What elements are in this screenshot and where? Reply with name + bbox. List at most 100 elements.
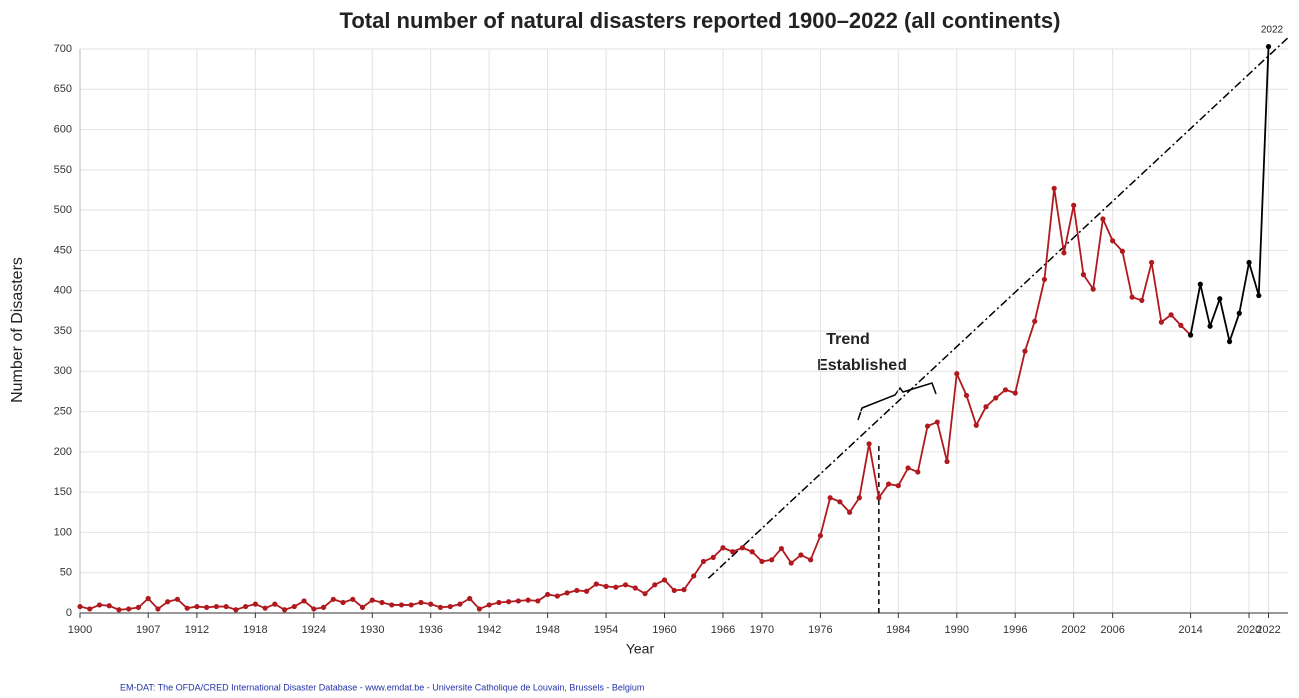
data-point [1236,310,1242,316]
data-point [778,545,785,552]
data-point [1187,332,1194,338]
data-point [574,587,580,594]
data-point [243,603,249,610]
x-tick-label: 1936 [418,624,442,636]
data-point [788,560,794,566]
data-point [252,601,258,607]
data-point [311,606,317,612]
data-point [476,606,483,612]
data-point [457,601,463,607]
y-tick-label: 400 [54,285,72,297]
y-tick-label: 450 [54,244,72,256]
data-point [135,604,142,610]
x-tick-label: 1976 [808,624,832,636]
data-point [350,596,356,602]
y-tick-label: 100 [54,526,72,538]
data-point [96,602,103,608]
data-point [583,588,590,594]
data-point [954,371,960,377]
data-point [116,607,122,613]
data-point [389,602,395,608]
x-tick-label: 1954 [594,624,618,636]
y-tick-label: 350 [54,325,72,337]
data-point [1246,259,1252,266]
data-point [603,583,609,590]
data-point [856,495,862,501]
data-point [808,557,814,563]
data-point [642,591,648,597]
data-point [847,509,853,515]
data-point [876,495,882,501]
data-point [817,533,823,539]
data-point [905,465,911,471]
data-point [272,601,278,607]
data-point [769,557,775,563]
data-point [1071,202,1077,208]
data-point [320,604,327,610]
data-point [1197,281,1203,287]
x-tick-label: 1900 [68,624,92,636]
data-point [174,596,181,602]
data-point [1158,319,1164,325]
data-point [963,392,970,399]
y-tick-label: 300 [54,365,72,377]
data-point [359,604,366,610]
data-point [233,607,239,613]
chart-title: Total number of natural disasters report… [340,8,1061,33]
x-tick-label: 1930 [360,624,384,636]
data-point [934,419,940,425]
data-point [730,549,736,555]
data-point [613,584,619,590]
data-point [291,603,297,610]
x-tick-label: 1970 [750,624,774,636]
y-tick-label: 550 [54,164,72,176]
x-tick-label: 1990 [945,624,969,636]
data-point [1207,323,1213,329]
data-point [1256,292,1262,299]
data-point [700,558,707,565]
data-point [204,604,210,610]
data-point [340,599,346,606]
series-line [79,188,1192,611]
x-tick-label: 1907 [136,624,160,636]
data-point [87,606,93,612]
data-point [632,585,638,591]
data-point [1022,348,1028,354]
data-point [496,599,502,606]
x-tick-label: 2020 [1237,624,1261,636]
x-tick-label: 1996 [1003,624,1027,636]
data-point [145,595,151,602]
data-point [1041,276,1048,283]
x-tick-label: 1918 [243,624,267,636]
brace [857,382,937,421]
y-tick-label: 600 [54,123,72,135]
annotation: Established [817,357,907,374]
data-point [194,603,200,610]
data-point [106,603,112,609]
data-point [739,545,746,551]
data-point [944,458,950,465]
data-point [866,441,872,447]
data-point [262,605,268,611]
data-point [437,604,444,610]
y-tick-label: 500 [54,204,72,216]
end-label: 2022 [1261,25,1284,36]
data-point [1139,297,1145,303]
data-point [1178,322,1184,328]
data-point [1090,286,1096,292]
data-point [1012,390,1018,396]
y-tick-label: 150 [54,486,72,498]
data-point [1129,294,1135,300]
x-tick-label: 1912 [185,624,209,636]
data-point [1119,248,1125,254]
data-point [1051,185,1057,191]
data-point [301,598,307,604]
x-tick-label: 1924 [302,624,326,636]
data-point [1100,216,1106,222]
data-point [993,395,999,401]
data-point [447,603,453,610]
y-tick-label: 50 [60,567,72,579]
x-tick-label: 1966 [711,624,735,636]
annotation: Trend [826,331,870,348]
x-tick-label: 1984 [886,624,910,636]
